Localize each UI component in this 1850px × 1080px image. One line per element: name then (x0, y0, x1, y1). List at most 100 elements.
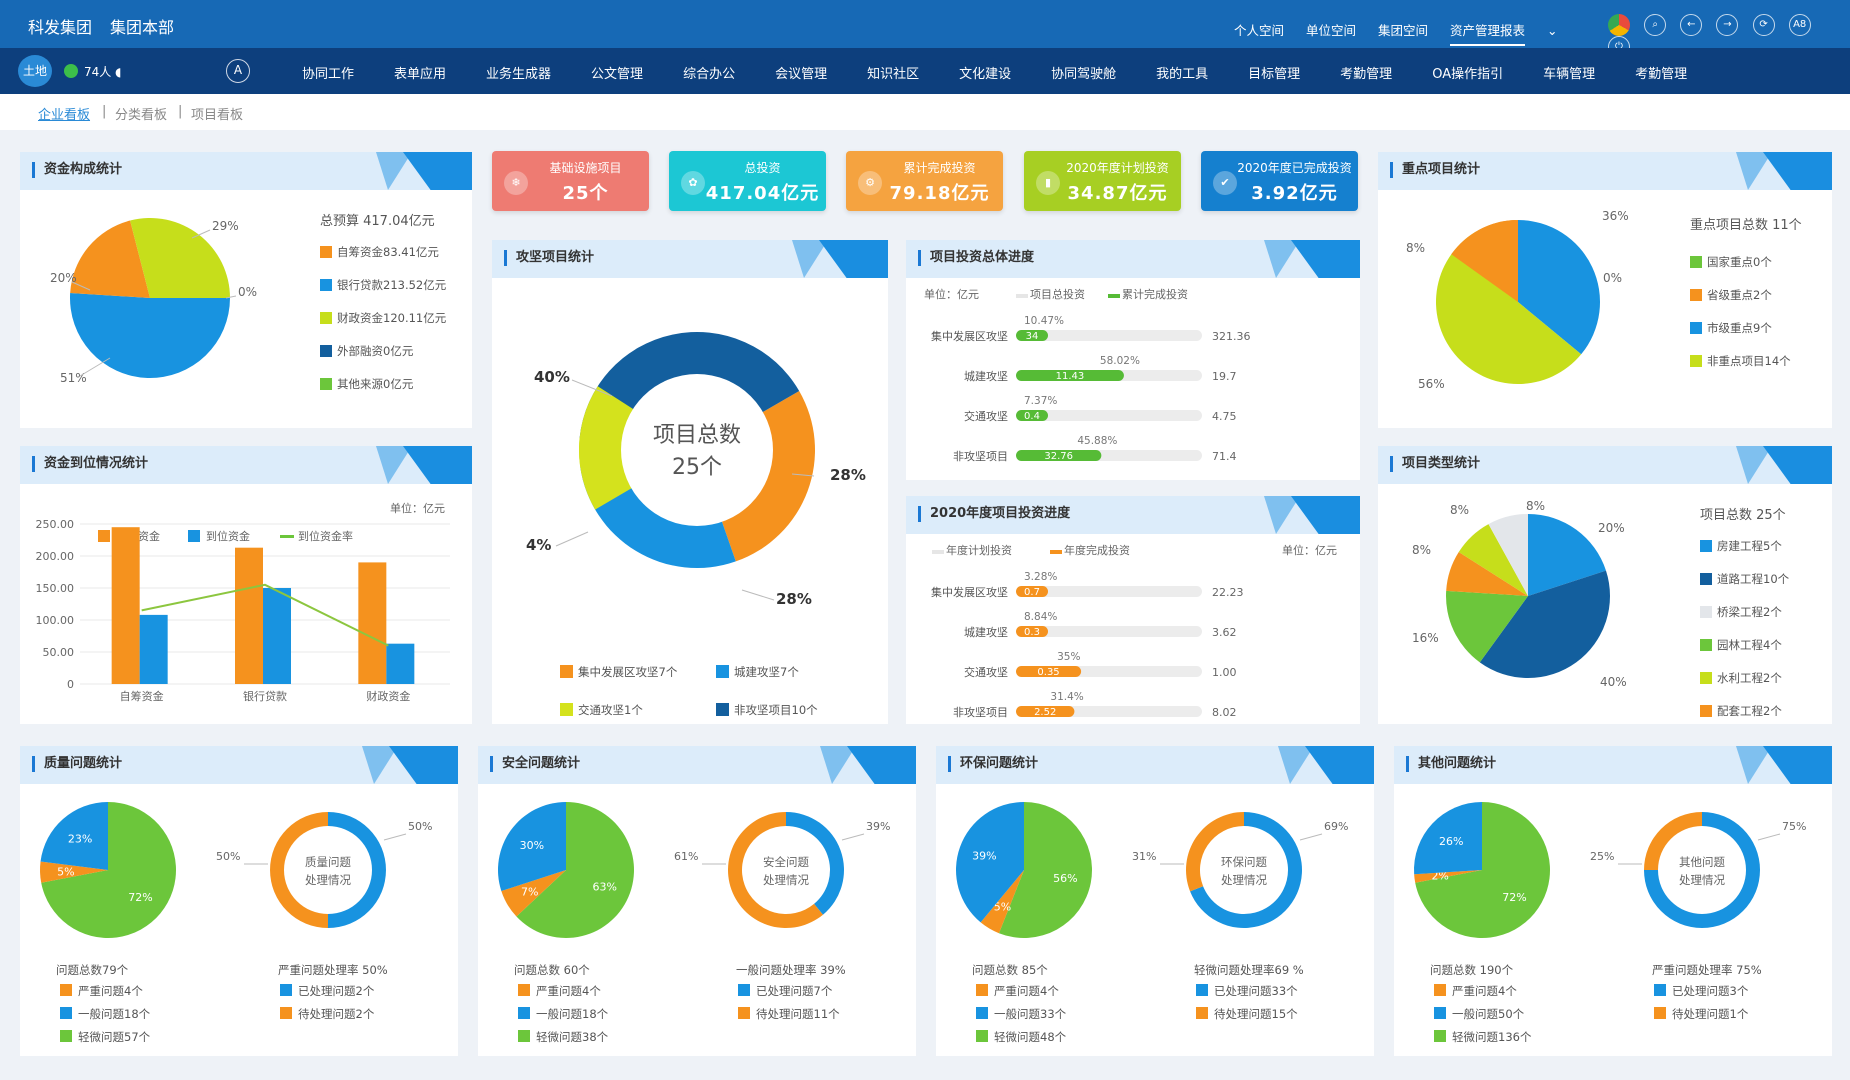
arrival-bar[interactable] (386, 643, 415, 684)
kpi-card[interactable]: ✿ 总投资 417.04亿元 (669, 151, 826, 211)
panel-title: 资金到位情况统计 (32, 456, 148, 472)
legend-item[interactable]: 道路工程10个 (1700, 571, 1789, 587)
issue-pie-slice[interactable] (501, 870, 566, 917)
progress-fill[interactable] (1016, 586, 1048, 597)
link-unit-space[interactable]: 单位空间 (1306, 23, 1357, 38)
issue-pie-slice[interactable] (41, 802, 176, 938)
nav-item[interactable]: 综合办公 (683, 67, 736, 82)
color-wheel-icon[interactable] (1608, 14, 1630, 36)
legend-item[interactable]: 配套工程2个 (1700, 703, 1789, 719)
type-slice[interactable] (1446, 590, 1528, 663)
online-count[interactable]: 74人 ◖ (64, 63, 121, 80)
forward-arrow-icon[interactable]: → (1716, 14, 1739, 36)
progress-fill[interactable] (1016, 450, 1102, 461)
issue-pie-slice[interactable] (956, 802, 1024, 923)
type-slice[interactable] (1488, 514, 1528, 596)
progress-fill[interactable] (1016, 330, 1048, 341)
progress-fill[interactable] (1016, 370, 1124, 381)
issue-pie-slice[interactable] (998, 802, 1092, 938)
nav-item[interactable]: 知识社区 (867, 67, 920, 82)
legend-item[interactable]: 外部融资0亿元 (320, 343, 446, 359)
legend-item[interactable]: 市级重点9个 (1690, 320, 1791, 336)
back-arrow-icon[interactable]: ← (1680, 14, 1703, 36)
chevron-down-icon[interactable]: ⌄ (1547, 23, 1558, 38)
legend-item[interactable]: 省级重点2个 (1690, 287, 1791, 303)
funds-slice[interactable] (70, 220, 150, 298)
arrival-rate-line[interactable] (141, 583, 389, 647)
issue-pie-slice[interactable] (980, 870, 1024, 934)
nav-item[interactable]: 考勤管理 (1635, 67, 1688, 82)
legend-label: 银行贷款213.52亿元 (337, 278, 447, 292)
link-group-space[interactable]: 集团空间 (1378, 23, 1429, 38)
nav-item[interactable]: 公文管理 (591, 67, 644, 82)
link-personal-space[interactable]: 个人空间 (1234, 23, 1285, 38)
legend-item[interactable]: 非重点项目14个 (1690, 353, 1791, 369)
arrival-bar[interactable] (139, 614, 168, 684)
nav-item[interactable]: 会议管理 (775, 67, 828, 82)
issue-pie-slice[interactable] (40, 861, 108, 883)
legend-item[interactable]: 房建工程5个 (1700, 538, 1789, 554)
important-slice[interactable] (1518, 220, 1600, 355)
progress-fill[interactable] (1016, 410, 1048, 421)
issue-ring-segment[interactable] (270, 812, 328, 928)
arrival-bar[interactable] (263, 588, 291, 684)
type-slice[interactable] (1446, 552, 1528, 596)
legend-item[interactable]: 其他来源0亿元 (320, 376, 446, 392)
nav-item[interactable]: 表单应用 (394, 67, 447, 82)
kpi-card[interactable]: ⚙ 累计完成投资 79.18亿元 (846, 151, 1003, 211)
legend-item[interactable]: 国家重点0个 (1690, 254, 1791, 270)
legend-item[interactable]: 银行贷款213.52亿元 (320, 277, 446, 293)
issue-pie-slice[interactable] (498, 802, 566, 892)
progress-fill[interactable] (1016, 706, 1075, 717)
refresh-icon[interactable]: ⟳ (1752, 14, 1775, 36)
type-slice[interactable] (1528, 514, 1606, 596)
nav-item[interactable]: 协同驾驶舱 (1051, 67, 1117, 82)
nav-item[interactable]: 我的工具 (1156, 67, 1209, 82)
important-slice[interactable] (1451, 220, 1518, 302)
legend-item[interactable]: 桥梁工程2个 (1700, 604, 1789, 620)
nav-item[interactable]: 车辆管理 (1543, 67, 1596, 82)
issue-pie-slice[interactable] (40, 802, 108, 870)
pct-label: 51% (60, 371, 87, 385)
progress-fill[interactable] (1016, 666, 1082, 677)
nav-item[interactable]: 考勤管理 (1340, 67, 1393, 82)
tab-project-board[interactable]: 项目看板 (191, 108, 244, 123)
nav-item[interactable]: 目标管理 (1248, 67, 1301, 82)
nav-item[interactable]: OA操作指引 (1432, 67, 1504, 82)
budget-bar[interactable] (111, 527, 140, 684)
budget-bar[interactable] (235, 547, 263, 684)
land-avatar[interactable]: 土地 (18, 55, 52, 87)
link-asset-report[interactable]: 资产管理报表 (1450, 20, 1526, 46)
nav-item[interactable]: 文化建设 (959, 67, 1012, 82)
kpi-card[interactable]: ▮ 2020年度计划投资 34.87亿元 (1024, 151, 1181, 211)
issue-ring-segment[interactable] (328, 812, 386, 928)
search-icon[interactable]: ⌕ (1644, 14, 1667, 36)
nav-item[interactable]: 协同工作 (302, 67, 355, 82)
type-slice[interactable] (1479, 570, 1610, 678)
legend-swatch (1108, 294, 1120, 298)
budget-bar[interactable] (358, 562, 387, 684)
issue-pie-slice[interactable] (1414, 802, 1482, 875)
legend-item[interactable]: 财政资金120.11亿元 (320, 310, 446, 326)
issue-ring-segment[interactable] (728, 812, 823, 928)
funds-slice[interactable] (70, 292, 230, 379)
nav-item[interactable]: 业务生成器 (486, 67, 552, 82)
type-slice[interactable] (1458, 524, 1528, 596)
issue-ring-segment[interactable] (1644, 812, 1702, 870)
kpi-card[interactable]: ✔ 2020年度已完成投资 3.92亿元 (1201, 151, 1358, 211)
tab-enterprise-board[interactable]: 企业看板 (38, 108, 91, 123)
issue-ring-segment[interactable] (1186, 812, 1244, 892)
issue-ring-segment[interactable] (786, 812, 844, 915)
legend-item[interactable]: 园林工程4个 (1700, 637, 1789, 653)
issue-pie-slice[interactable] (1414, 870, 1482, 883)
progress-fill[interactable] (1016, 626, 1048, 637)
legend-item[interactable]: 水利工程2个 (1700, 670, 1789, 686)
kpi-card[interactable]: ❄ 基础设施项目 25个 (492, 151, 649, 211)
funds-slice[interactable] (130, 218, 230, 298)
legend-item[interactable]: 自筹资金83.41亿元 (320, 244, 446, 260)
a8-icon[interactable]: A8 (1788, 14, 1811, 36)
logo-icon[interactable]: A (226, 59, 250, 83)
issue-pie-slice[interactable] (1415, 802, 1550, 938)
tab-category-board[interactable]: 分类看板 (115, 108, 168, 123)
issue-pie-slice[interactable] (516, 802, 634, 938)
